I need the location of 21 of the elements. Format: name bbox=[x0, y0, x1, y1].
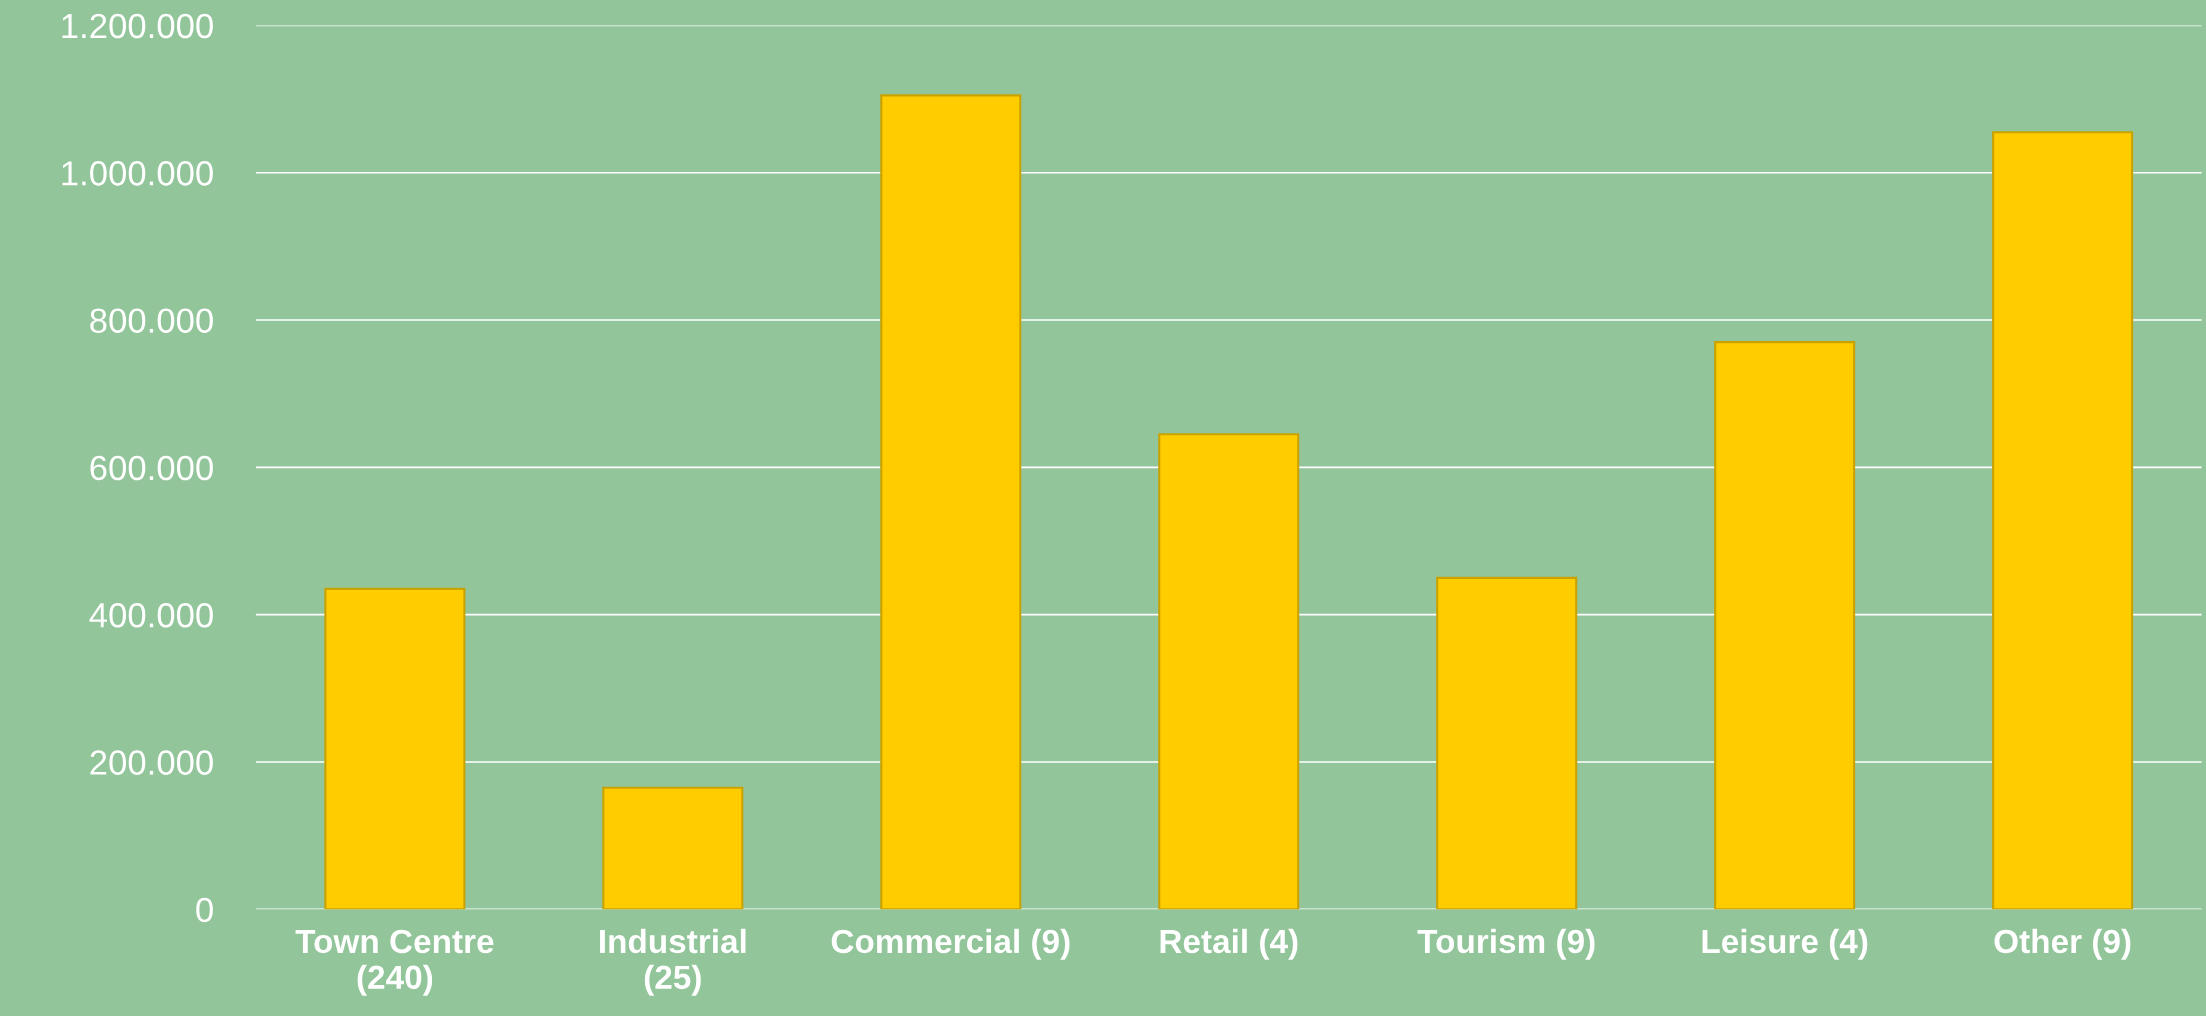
bar bbox=[602, 786, 744, 910]
y-tick-label: 800.000 bbox=[90, 308, 213, 333]
x-tick-label: Commercial (9) bbox=[831, 928, 1070, 960]
y-tick-label: 200.000 bbox=[90, 750, 213, 775]
x-tick-label: Tourism (9) bbox=[1417, 928, 1595, 960]
y-tick-label: 1.200.000 bbox=[62, 13, 213, 39]
bar bbox=[324, 587, 466, 910]
x-tick-label: Town Centre (240) bbox=[295, 929, 494, 996]
y-tick-label: 400.000 bbox=[89, 603, 213, 628]
bar bbox=[1436, 576, 1578, 910]
bar bbox=[1992, 131, 2134, 910]
bar bbox=[880, 94, 1022, 910]
y-tick-label: 600.000 bbox=[90, 455, 213, 481]
y-tick-label: 1.000.000 bbox=[62, 161, 213, 186]
x-tick-label: Industrial (25) bbox=[600, 928, 746, 996]
x-tick-label: Leisure (4) bbox=[1702, 928, 1868, 960]
bar bbox=[1158, 433, 1300, 910]
x-tick-label: Other (9) bbox=[1994, 928, 2131, 960]
y-tick-label: 0 bbox=[196, 897, 213, 923]
x-tick-label: Retail (4) bbox=[1160, 928, 1298, 960]
bar bbox=[1714, 341, 1856, 910]
